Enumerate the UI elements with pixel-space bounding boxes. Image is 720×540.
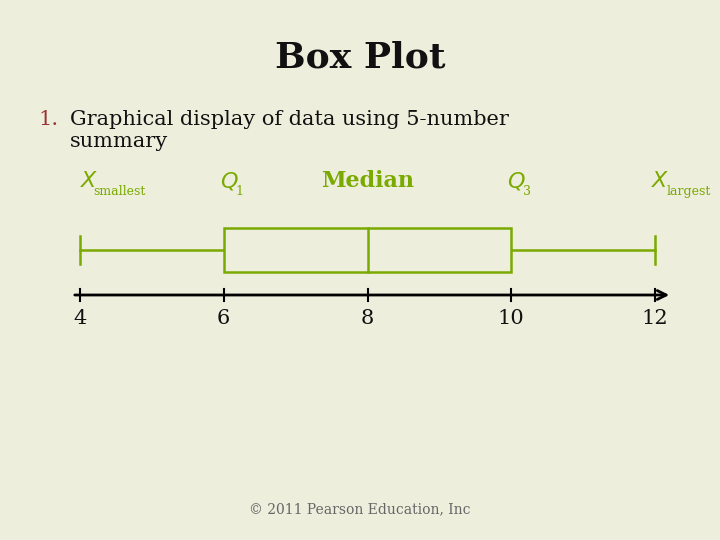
Text: 8: 8 (361, 309, 374, 328)
Text: 3: 3 (523, 185, 531, 198)
Text: © 2011 Pearson Education, Inc: © 2011 Pearson Education, Inc (249, 502, 471, 516)
Text: Graphical display of data using 5-number: Graphical display of data using 5-number (70, 110, 509, 129)
Text: $\it{X}$: $\it{X}$ (651, 170, 670, 192)
Text: largest: largest (667, 185, 711, 198)
Text: smallest: smallest (93, 185, 145, 198)
Text: summary: summary (70, 132, 168, 151)
Text: 4: 4 (73, 309, 86, 328)
Text: $\it{Q}$: $\it{Q}$ (508, 170, 526, 192)
Bar (224, 228, 511, 272)
Text: Median: Median (321, 170, 414, 192)
Text: 6: 6 (217, 309, 230, 328)
Text: $\it{X}$: $\it{X}$ (80, 170, 99, 192)
Text: 12: 12 (642, 309, 668, 328)
Text: Box Plot: Box Plot (275, 40, 445, 74)
Text: 1.: 1. (38, 110, 58, 129)
Text: 1: 1 (235, 185, 244, 198)
Text: 10: 10 (498, 309, 525, 328)
Text: $\it{Q}$: $\it{Q}$ (220, 170, 238, 192)
